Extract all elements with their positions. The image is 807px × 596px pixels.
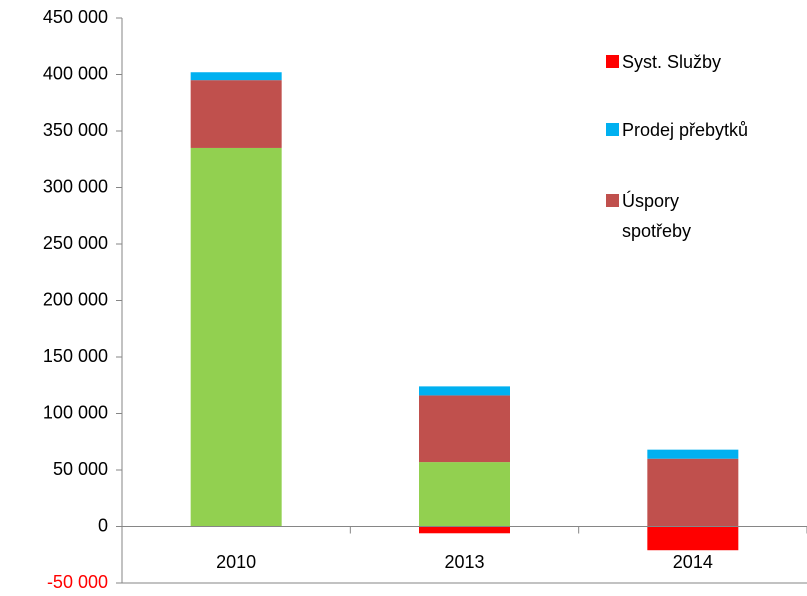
y-tick-label: 50 000 xyxy=(53,459,108,479)
x-tick-label: 2014 xyxy=(673,552,713,572)
bar-segment xyxy=(190,80,282,148)
y-tick-label: 300 000 xyxy=(43,176,108,196)
bar-segment xyxy=(647,526,739,551)
y-tick-label: 200 000 xyxy=(43,289,108,309)
y-tick-label: 100 000 xyxy=(43,402,108,422)
y-tick-label: 250 000 xyxy=(43,233,108,253)
bar-segment xyxy=(647,458,739,527)
legend-label: Prodej přebytků xyxy=(622,120,749,140)
y-tick-label: 450 000 xyxy=(43,7,108,27)
bar-segment xyxy=(419,462,510,527)
bar-segment xyxy=(190,72,282,81)
y-tick-label: 350 000 xyxy=(43,120,108,140)
legend-swatch xyxy=(606,55,619,68)
legend-label: Úspory spotřeby xyxy=(622,191,692,241)
bar-segment xyxy=(419,526,510,534)
bar-segment xyxy=(419,395,510,463)
y-tick-label: 0 xyxy=(98,515,108,535)
bar-segment xyxy=(419,386,510,396)
bar-segment xyxy=(190,147,282,527)
x-tick-label: 2013 xyxy=(444,552,484,572)
legend-swatch xyxy=(606,123,619,136)
x-tick-label: 2010 xyxy=(216,552,256,572)
legend-item: Prodej přebytků xyxy=(606,115,801,145)
y-tick-label: -50 000 xyxy=(47,572,108,592)
legend-item: Syst. Služby xyxy=(606,47,801,77)
legend-swatch xyxy=(606,194,619,207)
legend-item: Úspory spotřeby xyxy=(606,186,801,246)
y-tick-label: 150 000 xyxy=(43,346,108,366)
bar-segment xyxy=(647,449,739,459)
y-tick-label: 400 000 xyxy=(43,63,108,83)
legend-label: Syst. Služby xyxy=(622,52,722,72)
